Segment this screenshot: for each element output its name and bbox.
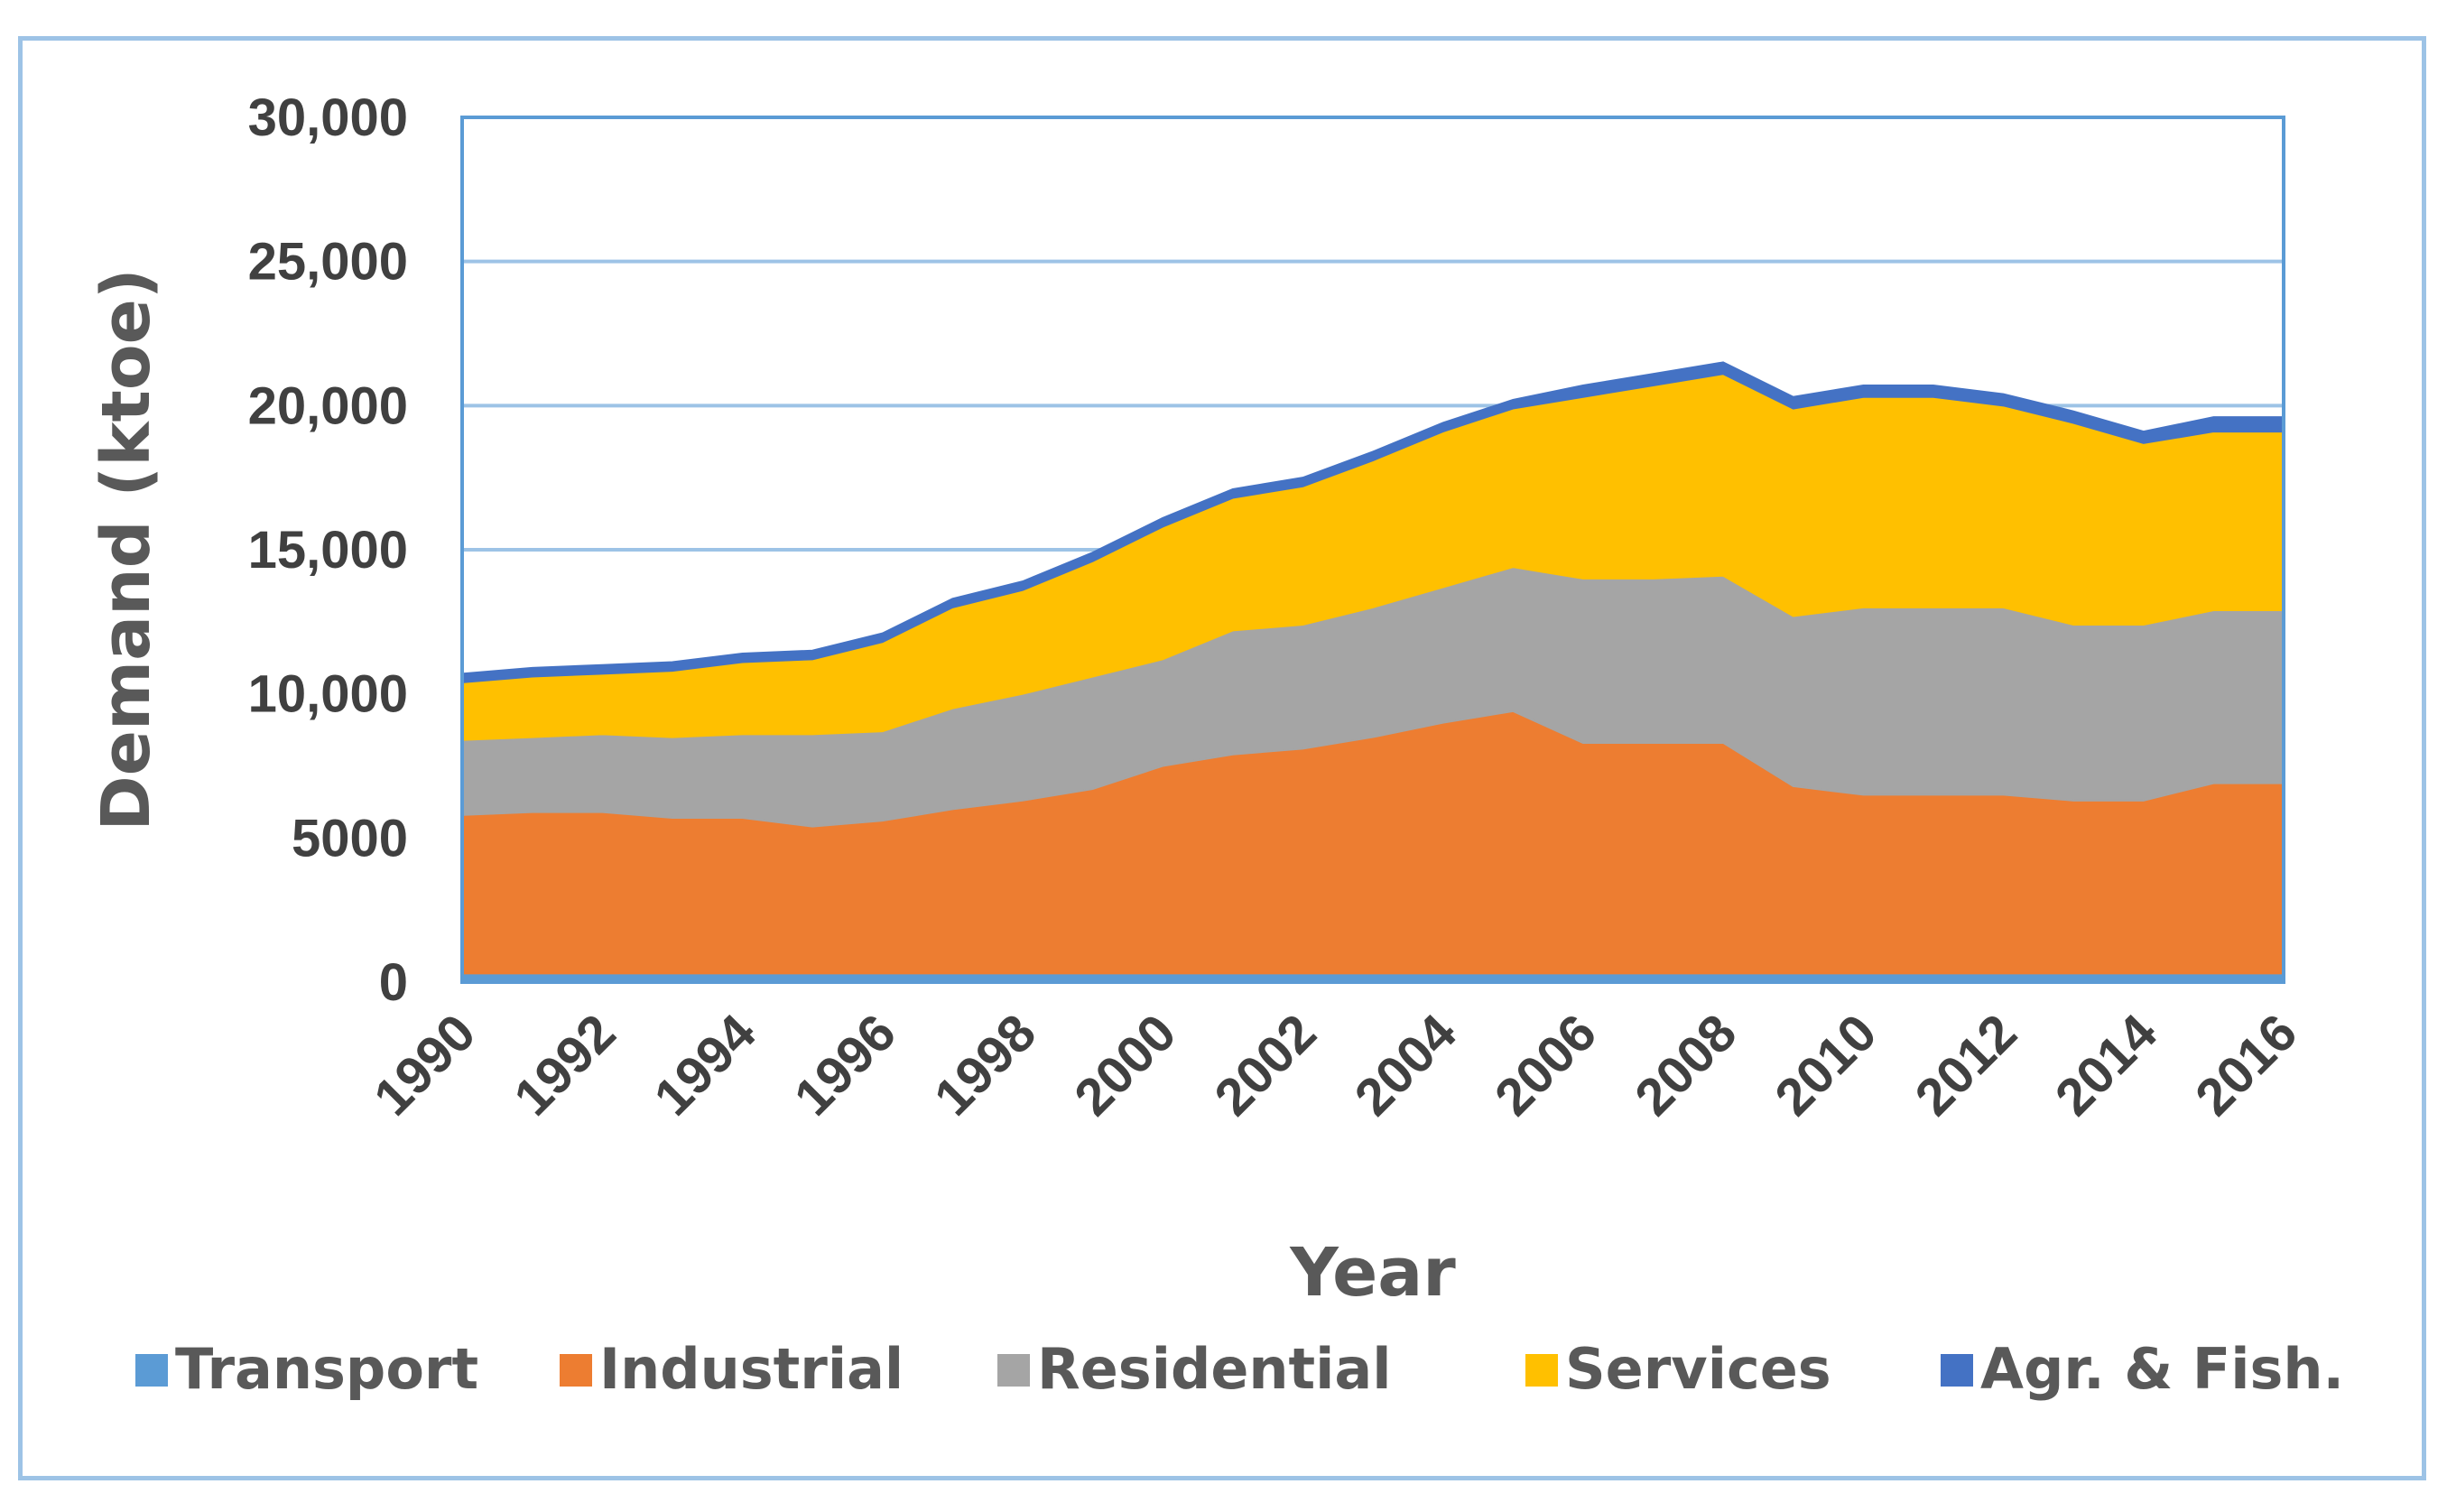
x-tick-label: 2002 bbox=[1203, 1003, 1327, 1127]
x-tick-label: 2010 bbox=[1764, 1003, 1887, 1127]
legend-label-services: Services bbox=[1565, 1336, 1831, 1402]
legend-swatch-transport bbox=[135, 1354, 168, 1387]
area-series bbox=[461, 361, 2285, 983]
plot-area-border bbox=[460, 116, 2285, 984]
y-tick-label: 5000 bbox=[292, 809, 408, 867]
x-tick-label: 1992 bbox=[503, 1003, 626, 1127]
legend: Transport Industrial Residential Services Ag… bbox=[135, 1336, 2344, 1402]
x-axis-ticks: 1990 1992 1994 1996 1998 2000 2002 2004 2006 2008… bbox=[363, 1003, 2308, 1127]
x-tick-label: 2000 bbox=[1063, 1003, 1187, 1127]
x-tick-label: 2008 bbox=[1624, 1003, 1747, 1127]
x-tick-label: 1998 bbox=[923, 1003, 1047, 1127]
x-tick-label: 2016 bbox=[2184, 1003, 2308, 1127]
y-tick-label: 30,000 bbox=[248, 88, 408, 147]
x-tick-label: 2006 bbox=[1484, 1003, 1608, 1127]
x-tick-label: 1990 bbox=[363, 1003, 487, 1127]
legend-swatch-services bbox=[1525, 1354, 1558, 1387]
x-tick-label: 1996 bbox=[783, 1003, 907, 1127]
legend-label-agr-fish: Agr. & Fish. bbox=[1980, 1336, 2344, 1402]
x-tick-label: 2012 bbox=[1905, 1003, 2028, 1127]
y-tick-label: 0 bbox=[379, 953, 408, 1012]
y-tick-label: 15,000 bbox=[248, 521, 408, 580]
legend-label-transport: Transport bbox=[175, 1336, 478, 1402]
x-tick-label: 2004 bbox=[1344, 1003, 1468, 1127]
x-axis-title: Year bbox=[1289, 1234, 1456, 1312]
y-tick-label: 25,000 bbox=[248, 233, 408, 292]
legend-label-industrial: Industrial bbox=[599, 1336, 904, 1402]
y-tick-label: 20,000 bbox=[248, 376, 408, 435]
y-tick-label: 10,000 bbox=[248, 665, 408, 724]
legend-swatch-residential bbox=[997, 1354, 1030, 1387]
legend-swatch-industrial bbox=[560, 1354, 592, 1387]
x-tick-label: 2014 bbox=[2044, 1003, 2168, 1127]
legend-swatch-agr-fish bbox=[1941, 1354, 1973, 1387]
y-axis-ticks: 0 5000 10,000 15,000 20,000 25,000 30,000 bbox=[248, 88, 408, 1012]
x-tick-label: 1994 bbox=[643, 1003, 766, 1127]
y-axis-title: Demand (ktoe) bbox=[88, 268, 165, 830]
legend-label-residential: Residential bbox=[1037, 1336, 1392, 1402]
